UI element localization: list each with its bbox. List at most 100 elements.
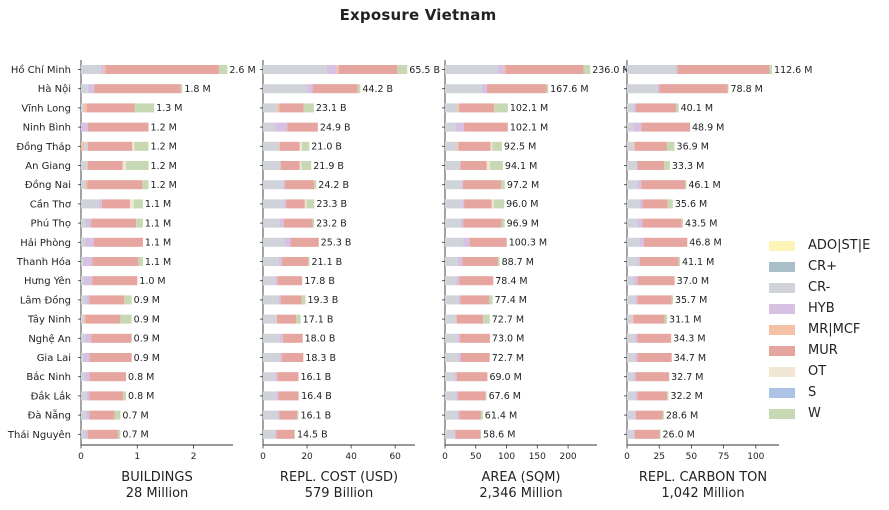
bar-segment-hyb bbox=[85, 237, 94, 247]
bar-segment-cr- bbox=[81, 218, 86, 228]
bar-segment-w bbox=[546, 84, 549, 94]
bar-segment-hyb bbox=[634, 391, 638, 401]
x-tick-label: 150 bbox=[529, 452, 546, 462]
bar-segment-mur bbox=[636, 372, 670, 382]
value-label: 102.1 M bbox=[510, 103, 548, 114]
bar-segment-hyb bbox=[99, 199, 102, 209]
bar-segment-mr-mcf bbox=[503, 65, 506, 74]
value-label: 92.5 M bbox=[504, 142, 536, 153]
value-label: 236.0 M bbox=[592, 65, 630, 76]
value-label: 46.8 M bbox=[689, 238, 721, 249]
bar-segment-mur bbox=[279, 410, 298, 420]
bar-segment-mur bbox=[464, 122, 508, 132]
bar-segment-mur bbox=[637, 391, 668, 401]
value-label: 40.1 M bbox=[681, 103, 713, 114]
value-label: 32.7 M bbox=[671, 372, 703, 383]
bar-segment-hyb bbox=[454, 372, 457, 382]
bar-segment-w bbox=[301, 295, 306, 305]
bar-segment-mr-mcf bbox=[83, 314, 86, 324]
bar-segment-cr- bbox=[445, 372, 455, 382]
bar-segment-mur bbox=[94, 84, 181, 94]
bar-segment-w bbox=[492, 141, 502, 151]
bar-segment-cr- bbox=[263, 276, 276, 286]
bar-segment-ot bbox=[486, 161, 490, 170]
bar-segment-mr-mcf bbox=[277, 103, 280, 113]
bar-segment-cr- bbox=[84, 141, 88, 151]
bar-segment-cr- bbox=[627, 237, 640, 247]
bar-segment-mur bbox=[464, 199, 492, 209]
bar-segment-cr- bbox=[627, 372, 634, 382]
value-label: 35.6 M bbox=[675, 199, 707, 210]
bar-segment-mur bbox=[460, 161, 487, 170]
value-label: 17.1 B bbox=[303, 314, 334, 325]
bar-segment-w bbox=[118, 429, 121, 439]
legend-swatch bbox=[769, 345, 795, 356]
legend-item-mur: MUR bbox=[769, 340, 870, 361]
bar-segment-mur bbox=[86, 103, 135, 113]
bar-segment-w bbox=[678, 257, 680, 266]
value-label: 72.7 M bbox=[492, 314, 524, 325]
bar-segment-cr- bbox=[263, 353, 280, 362]
legend: ADO|ST|E CR+ CR- HYB MR|MCF MUR OT S W bbox=[769, 235, 870, 424]
legend-item-mr-mcf: MR|MCF bbox=[769, 319, 870, 340]
bar-segment-mur bbox=[89, 372, 127, 382]
bar-segment-w bbox=[301, 161, 312, 170]
x-tick-label: 0 bbox=[78, 452, 84, 462]
bar-segment-mur bbox=[87, 429, 119, 439]
x-tick-label: 1 bbox=[134, 452, 140, 462]
bar-segment-cr- bbox=[445, 122, 457, 132]
bar-segment-mur bbox=[456, 372, 488, 382]
value-label: 18.0 B bbox=[305, 334, 336, 345]
value-label: 61.4 M bbox=[485, 410, 517, 421]
value-label: 43.5 M bbox=[685, 218, 717, 229]
bar-segment-mur bbox=[282, 333, 303, 343]
bar-segment-mur bbox=[642, 218, 682, 228]
bar-segment-w bbox=[218, 65, 228, 74]
bar-segment-w bbox=[124, 295, 132, 305]
bar-segment-hyb bbox=[100, 65, 104, 74]
bar-segment-hyb bbox=[458, 295, 461, 305]
bar-segment-hyb bbox=[461, 180, 463, 190]
bar-segment-mur bbox=[278, 391, 299, 401]
bar-segment-hyb bbox=[634, 410, 637, 420]
value-label: 21.0 B bbox=[311, 142, 342, 153]
bar-segment-hyb bbox=[84, 372, 90, 382]
value-label: 1.2 M bbox=[151, 142, 177, 153]
bar-segment-cr- bbox=[627, 65, 676, 74]
bar-segment-cr- bbox=[445, 180, 462, 190]
province-label: Hồ Chí Minh bbox=[11, 64, 71, 76]
legend-swatch bbox=[769, 282, 795, 293]
value-label: 1.2 M bbox=[151, 122, 177, 133]
province-label: Hưng Yên bbox=[24, 275, 71, 287]
value-label: 33.3 M bbox=[672, 161, 704, 172]
bar-segment-cr- bbox=[81, 65, 101, 74]
bar-segment-mur bbox=[459, 333, 490, 343]
province-label: Lâm Đồng bbox=[20, 294, 71, 306]
bar-segment-hyb bbox=[81, 122, 88, 132]
bar-segment-mur bbox=[281, 257, 309, 266]
bar-segment-cr- bbox=[627, 333, 635, 343]
legend-item-ot: OT bbox=[769, 361, 870, 382]
bar-segment-hyb bbox=[457, 333, 460, 343]
province-label: Tây Ninh bbox=[27, 314, 71, 326]
bar-segment-w bbox=[298, 391, 300, 401]
bar-segment-w bbox=[671, 295, 673, 305]
bar-segment-cr- bbox=[263, 314, 277, 324]
bar-segment-hyb bbox=[457, 257, 463, 266]
bar-segment-cr- bbox=[445, 333, 458, 343]
province-label: Thanh Hóa bbox=[16, 256, 71, 268]
bar-segment-mur bbox=[89, 353, 132, 362]
value-label: 26.0 M bbox=[662, 430, 694, 441]
bar-segment-mur bbox=[458, 141, 491, 151]
bar-segment-hyb bbox=[634, 295, 638, 305]
bar-segment-mur bbox=[462, 180, 501, 190]
bar-segment-mur bbox=[459, 276, 494, 286]
x-tick-label: 50 bbox=[470, 452, 482, 462]
bar-segment-mur bbox=[280, 161, 300, 170]
province-label: Phú Thọ bbox=[31, 218, 71, 230]
value-label: 23.3 B bbox=[316, 199, 347, 210]
bar-segment-mur bbox=[462, 257, 498, 266]
bar-segment-mur bbox=[87, 122, 149, 132]
value-label: 112.6 M bbox=[774, 65, 812, 76]
bar-segment-hyb bbox=[83, 276, 93, 286]
